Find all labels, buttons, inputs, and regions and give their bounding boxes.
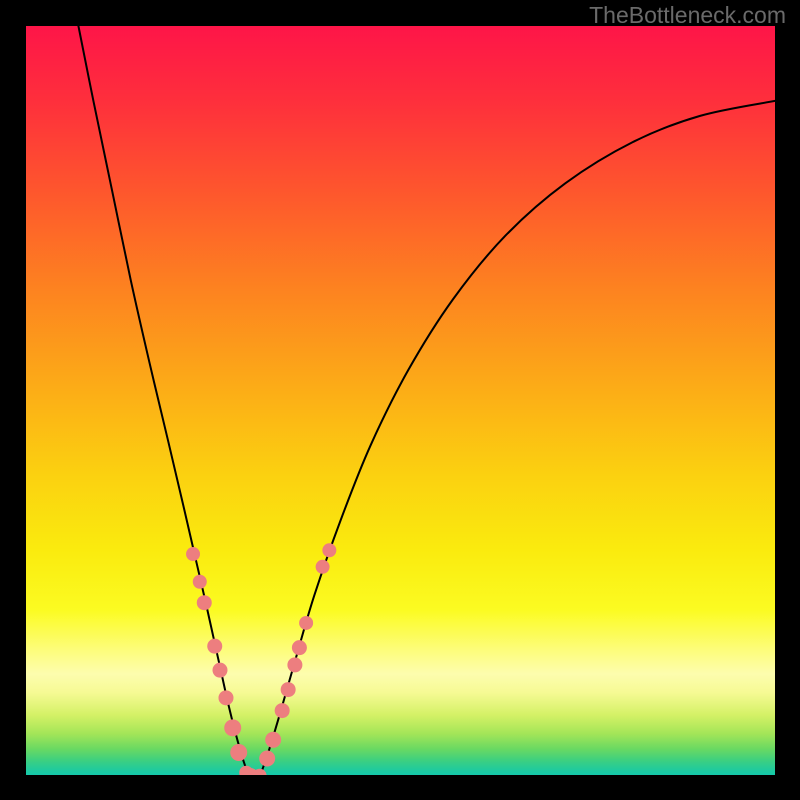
chart-frame: TheBottleneck.com	[0, 0, 800, 800]
marker-point	[281, 682, 296, 697]
marker-point	[299, 616, 313, 630]
marker-point	[259, 751, 275, 767]
plot-area	[26, 26, 775, 775]
marker-point	[197, 595, 212, 610]
marker-point	[287, 657, 302, 672]
marker-point	[322, 543, 336, 557]
marker-point	[186, 547, 200, 561]
marker-point	[224, 719, 241, 736]
bottleneck-curve-chart	[26, 26, 775, 775]
marker-point	[207, 639, 222, 654]
marker-point	[218, 690, 233, 705]
marker-point	[316, 560, 330, 574]
marker-point	[212, 663, 227, 678]
gradient-background	[26, 26, 775, 775]
marker-point	[265, 732, 281, 748]
marker-point	[275, 703, 290, 718]
marker-point	[292, 640, 307, 655]
watermark-text: TheBottleneck.com	[589, 2, 786, 29]
marker-point	[230, 744, 247, 761]
marker-point	[193, 575, 207, 589]
